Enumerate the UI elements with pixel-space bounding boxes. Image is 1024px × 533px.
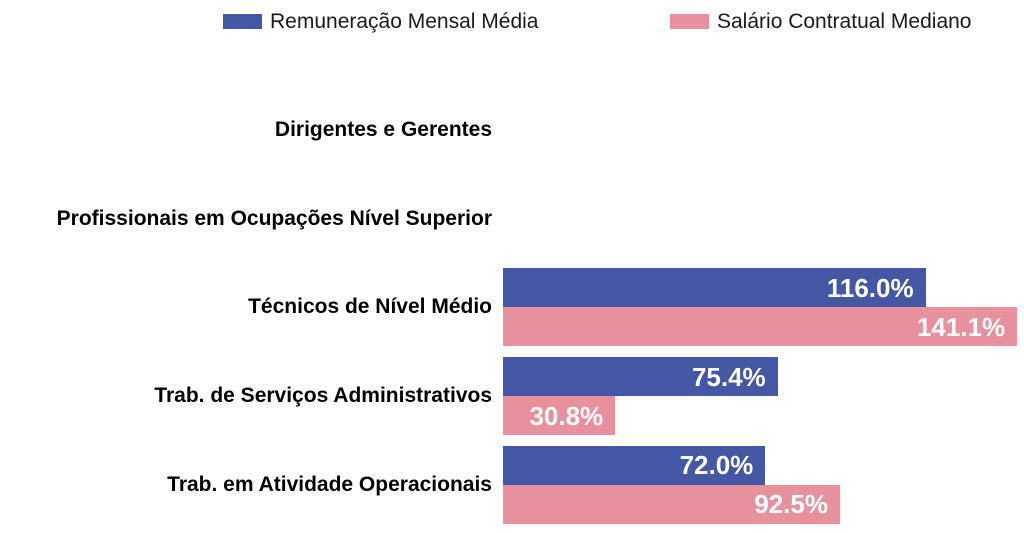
- chart-row: Dirigentes e Gerentes: [0, 86, 1024, 175]
- bar-value-label: 92.5%: [754, 489, 828, 520]
- plot-area: Dirigentes e Gerentes Profissionais em Oc…: [0, 86, 1024, 529]
- chart-row: Trab. de Serviços Administrativos 75.4% 30…: [0, 352, 1024, 441]
- bar-group: 75.4% 30.8%: [503, 357, 778, 436]
- bar-salario: 30.8%: [503, 396, 616, 436]
- legend-swatch-pink-icon: [670, 14, 709, 29]
- bar-group: 72.0% 92.5%: [503, 445, 840, 524]
- legend-item-salario: Salário Contratual Mediano: [670, 11, 971, 32]
- category-label: Técnicos de Nível Médio: [248, 295, 492, 319]
- legend-item-remuneracao: Remuneração Mensal Média: [223, 11, 538, 32]
- legend-label: Remuneração Mensal Média: [270, 10, 539, 33]
- bar-salario: 141.1%: [503, 307, 1018, 347]
- category-label: Trab. de Serviços Administrativos: [154, 384, 492, 407]
- legend-swatch-blue-icon: [223, 14, 262, 29]
- chart-row: Profissionais em Ocupações Nível Superio…: [0, 175, 1024, 264]
- bar-value-label: 75.4%: [691, 361, 766, 392]
- bar-remuneracao: 116.0%: [503, 268, 926, 308]
- bar-value-label: 30.8%: [529, 400, 604, 431]
- chart-row: Técnicos de Nível Médio 116.0% 141.1%: [0, 263, 1024, 352]
- chart-row: Trab. em Atividade Operacionais 72.0% 92.5…: [0, 440, 1024, 529]
- category-label: Profissionais em Ocupações Nível Superio…: [56, 206, 492, 230]
- bar-remuneracao: 75.4%: [503, 357, 778, 397]
- bar-group: 116.0% 141.1%: [503, 268, 1018, 347]
- chart-legend: Remuneração Mensal Média Salário Contrat…: [0, 0, 1024, 42]
- bar-value-label: 116.0%: [826, 272, 914, 303]
- bar-value-label: 141.1%: [916, 311, 1006, 342]
- bar-salario: 92.5%: [503, 484, 840, 524]
- category-label: Dirigentes e Gerentes: [274, 118, 492, 142]
- category-label: Trab. em Atividade Operacionais: [167, 472, 492, 496]
- legend-label: Salário Contratual Mediano: [717, 10, 972, 33]
- bar-remuneracao: 72.0%: [503, 445, 766, 485]
- bar-value-label: 72.0%: [679, 450, 754, 481]
